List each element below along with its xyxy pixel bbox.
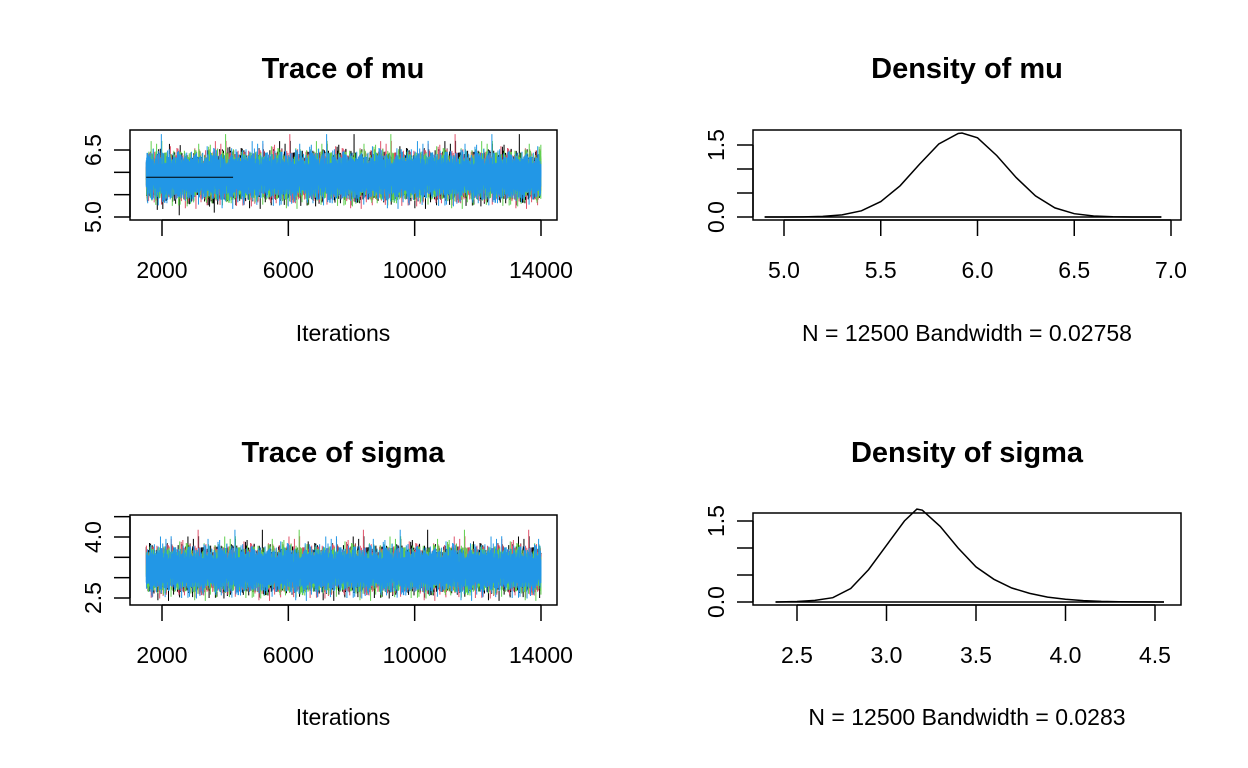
y-axis: 5.0 6.5 xyxy=(80,134,131,233)
panel-trace-of-mu: Trace of mu Iterations 2000 6000 10000 14000 5… xyxy=(80,53,573,346)
trace-chain-4 xyxy=(145,134,542,209)
x-tick-label: 6000 xyxy=(263,257,314,283)
panel-density-of-mu: Density of mu N = 12500 Bandwidth = 0.027… xyxy=(703,53,1187,346)
x-axis-label: Iterations xyxy=(296,320,391,346)
x-tick-label: 5.5 xyxy=(865,257,897,283)
x-tick-label: 10000 xyxy=(383,642,447,668)
x-tick-label: 2000 xyxy=(136,642,187,668)
y-tick-label: 0.0 xyxy=(703,201,729,233)
x-tick-label: 4.5 xyxy=(1139,642,1171,668)
trace-chain-4 xyxy=(145,529,542,601)
x-tick-label: 4.0 xyxy=(1050,642,1082,668)
x-tick-label: 2.5 xyxy=(781,642,813,668)
x-tick-label: 3.0 xyxy=(871,642,903,668)
x-axis-label: N = 12500 Bandwidth = 0.0283 xyxy=(808,704,1125,730)
panel-trace-of-sigma: Trace of sigma Iterations 2000 6000 10000 140… xyxy=(80,437,573,730)
y-axis: 0.0 1.5 xyxy=(703,505,754,618)
x-axis: 2000 6000 10000 14000 xyxy=(136,219,573,283)
x-tick-label: 6.0 xyxy=(962,257,994,283)
chart-title: Density of mu xyxy=(871,53,1063,85)
density-curve xyxy=(775,508,1165,603)
plot-box xyxy=(752,129,1182,221)
chart-title: Trace of mu xyxy=(262,53,425,85)
chart-title: Density of sigma xyxy=(851,437,1084,469)
x-axis: 2000 6000 10000 14000 xyxy=(136,604,573,668)
x-tick-label: 14000 xyxy=(509,642,573,668)
y-tick-label: 6.5 xyxy=(80,134,106,166)
panel-density-of-sigma: Density of sigma N = 12500 Bandwidth = 0.… xyxy=(703,437,1182,730)
density-curve xyxy=(764,132,1162,218)
x-axis: 2.5 3.0 3.5 4.0 4.5 xyxy=(781,604,1171,668)
x-axis-label: N = 12500 Bandwidth = 0.02758 xyxy=(802,320,1132,346)
x-tick-label: 10000 xyxy=(383,257,447,283)
x-tick-label: 3.5 xyxy=(960,642,992,668)
x-tick-label: 14000 xyxy=(509,257,573,283)
x-tick-label: 5.0 xyxy=(768,257,800,283)
y-tick-label: 2.5 xyxy=(80,582,106,614)
y-tick-label: 1.5 xyxy=(703,129,729,161)
y-tick-label: 1.5 xyxy=(703,505,729,537)
x-axis-label: Iterations xyxy=(296,704,391,730)
y-axis: 0.0 1.5 xyxy=(703,129,754,233)
y-axis: 2.5 4.0 xyxy=(80,515,131,614)
y-tick-label: 5.0 xyxy=(80,201,106,233)
x-tick-label: 6000 xyxy=(263,642,314,668)
x-tick-label: 7.0 xyxy=(1155,257,1187,283)
y-tick-label: 0.0 xyxy=(703,586,729,618)
x-tick-label: 2000 xyxy=(136,257,187,283)
x-axis: 5.0 5.5 6.0 6.5 7.0 xyxy=(768,219,1187,283)
chart-title: Trace of sigma xyxy=(241,437,445,469)
x-tick-label: 6.5 xyxy=(1058,257,1090,283)
plot-box xyxy=(752,512,1182,606)
y-tick-label: 4.0 xyxy=(80,521,106,553)
